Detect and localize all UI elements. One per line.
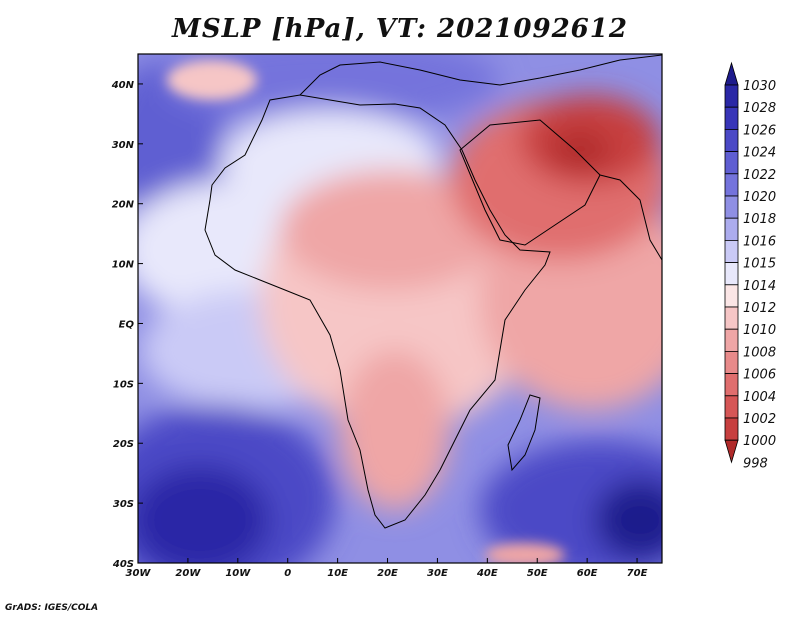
colorbar-swatch (724, 417, 739, 441)
lat-tick-label: 30N (112, 140, 135, 151)
lat-tick-label: 10S (113, 379, 134, 390)
lon-tick-label: 60E (577, 568, 598, 579)
colorbar-swatch (724, 395, 739, 419)
colorbar-swatch (724, 328, 739, 352)
colorbar-swatch (724, 350, 739, 374)
colorbar-swatch (724, 239, 739, 263)
colorbar-swatch (724, 284, 739, 308)
colorbar-label: 1024 (743, 146, 776, 161)
lon-tick-label: 40E (476, 568, 498, 579)
colorbar-label: 1002 (743, 412, 776, 427)
colorbar-swatch (724, 373, 739, 397)
lon-tick-label: 0 (284, 568, 291, 579)
colorbar-label: 1015 (743, 257, 776, 272)
lon-tick-label: 20W (175, 568, 201, 579)
colorbar-swatch (724, 84, 739, 108)
colorbar-swatch (724, 151, 739, 175)
chart-title: MSLP [hPa], VT: 2021092612 (172, 14, 628, 44)
colorbar-label: 1014 (743, 279, 776, 294)
colorbar: 1030 1028 1026 1024 1022 1020 1018 1016 1015 1014… (724, 61, 776, 471)
colorbar-label: 1026 (743, 123, 776, 138)
colorbar-label: 1030 (743, 79, 776, 94)
pressure-field (138, 54, 662, 563)
colorbar-label: 1022 (743, 168, 776, 183)
lon-tick-label: 20E (377, 568, 398, 579)
colorbar-label: 1020 (743, 190, 776, 205)
colorbar-label: 998 (743, 456, 768, 471)
colorbar-label: 1008 (743, 345, 776, 360)
colorbar-label: 1012 (743, 301, 776, 316)
lat-tick-label: 20N (112, 200, 135, 211)
lon-tick-label: 10E (327, 568, 348, 579)
lat-tick-label: 10N (112, 260, 135, 271)
lat-tick-label: 30S (113, 499, 134, 510)
plot-frame (137, 53, 663, 564)
colorbar-swatch (724, 306, 739, 330)
colorbar-top-arrow (724, 61, 739, 86)
lon-tick-label: 50E (527, 568, 548, 579)
colorbar-label: 1028 (743, 101, 776, 116)
colorbar-label: 1016 (743, 234, 776, 249)
colorbar-label: 1006 (743, 368, 776, 383)
lat-tick-label: EQ (119, 319, 135, 330)
colorbar-swatch (724, 217, 739, 241)
colorbar-label: 1004 (743, 390, 776, 405)
lon-tick-label: 30W (126, 568, 152, 579)
colorbar-swatch (724, 106, 739, 130)
lat-tick-label: 40S (112, 559, 134, 570)
lon-tick-label: 10W (225, 568, 251, 579)
colorbar-label: 1018 (743, 212, 776, 227)
lat-tick-label: 20S (113, 439, 134, 450)
colorbar-swatch (724, 128, 739, 152)
latitude-axis: 40N 30N 20N 10N EQ 10S 20S 30S 40S (111, 80, 143, 570)
colorbar-swatch (724, 195, 739, 219)
coastlines (204, 54, 662, 529)
longitude-axis: 30W 20W 10W 0 10E 20E 30E 40E 50E 60E 70E (126, 558, 648, 579)
colorbar-swatch (724, 262, 739, 286)
lat-tick-label: 40N (111, 80, 135, 91)
colorbar-label: 1010 (743, 323, 776, 338)
lon-tick-label: 30E (427, 568, 448, 579)
colorbar-swatch (724, 173, 739, 197)
colorbar-label: 1000 (743, 434, 776, 449)
lon-tick-label: 70E (627, 568, 648, 579)
colorbar-bottom-arrow (724, 439, 739, 464)
grads-credit: GrADS: IGES/COLA (5, 603, 99, 613)
